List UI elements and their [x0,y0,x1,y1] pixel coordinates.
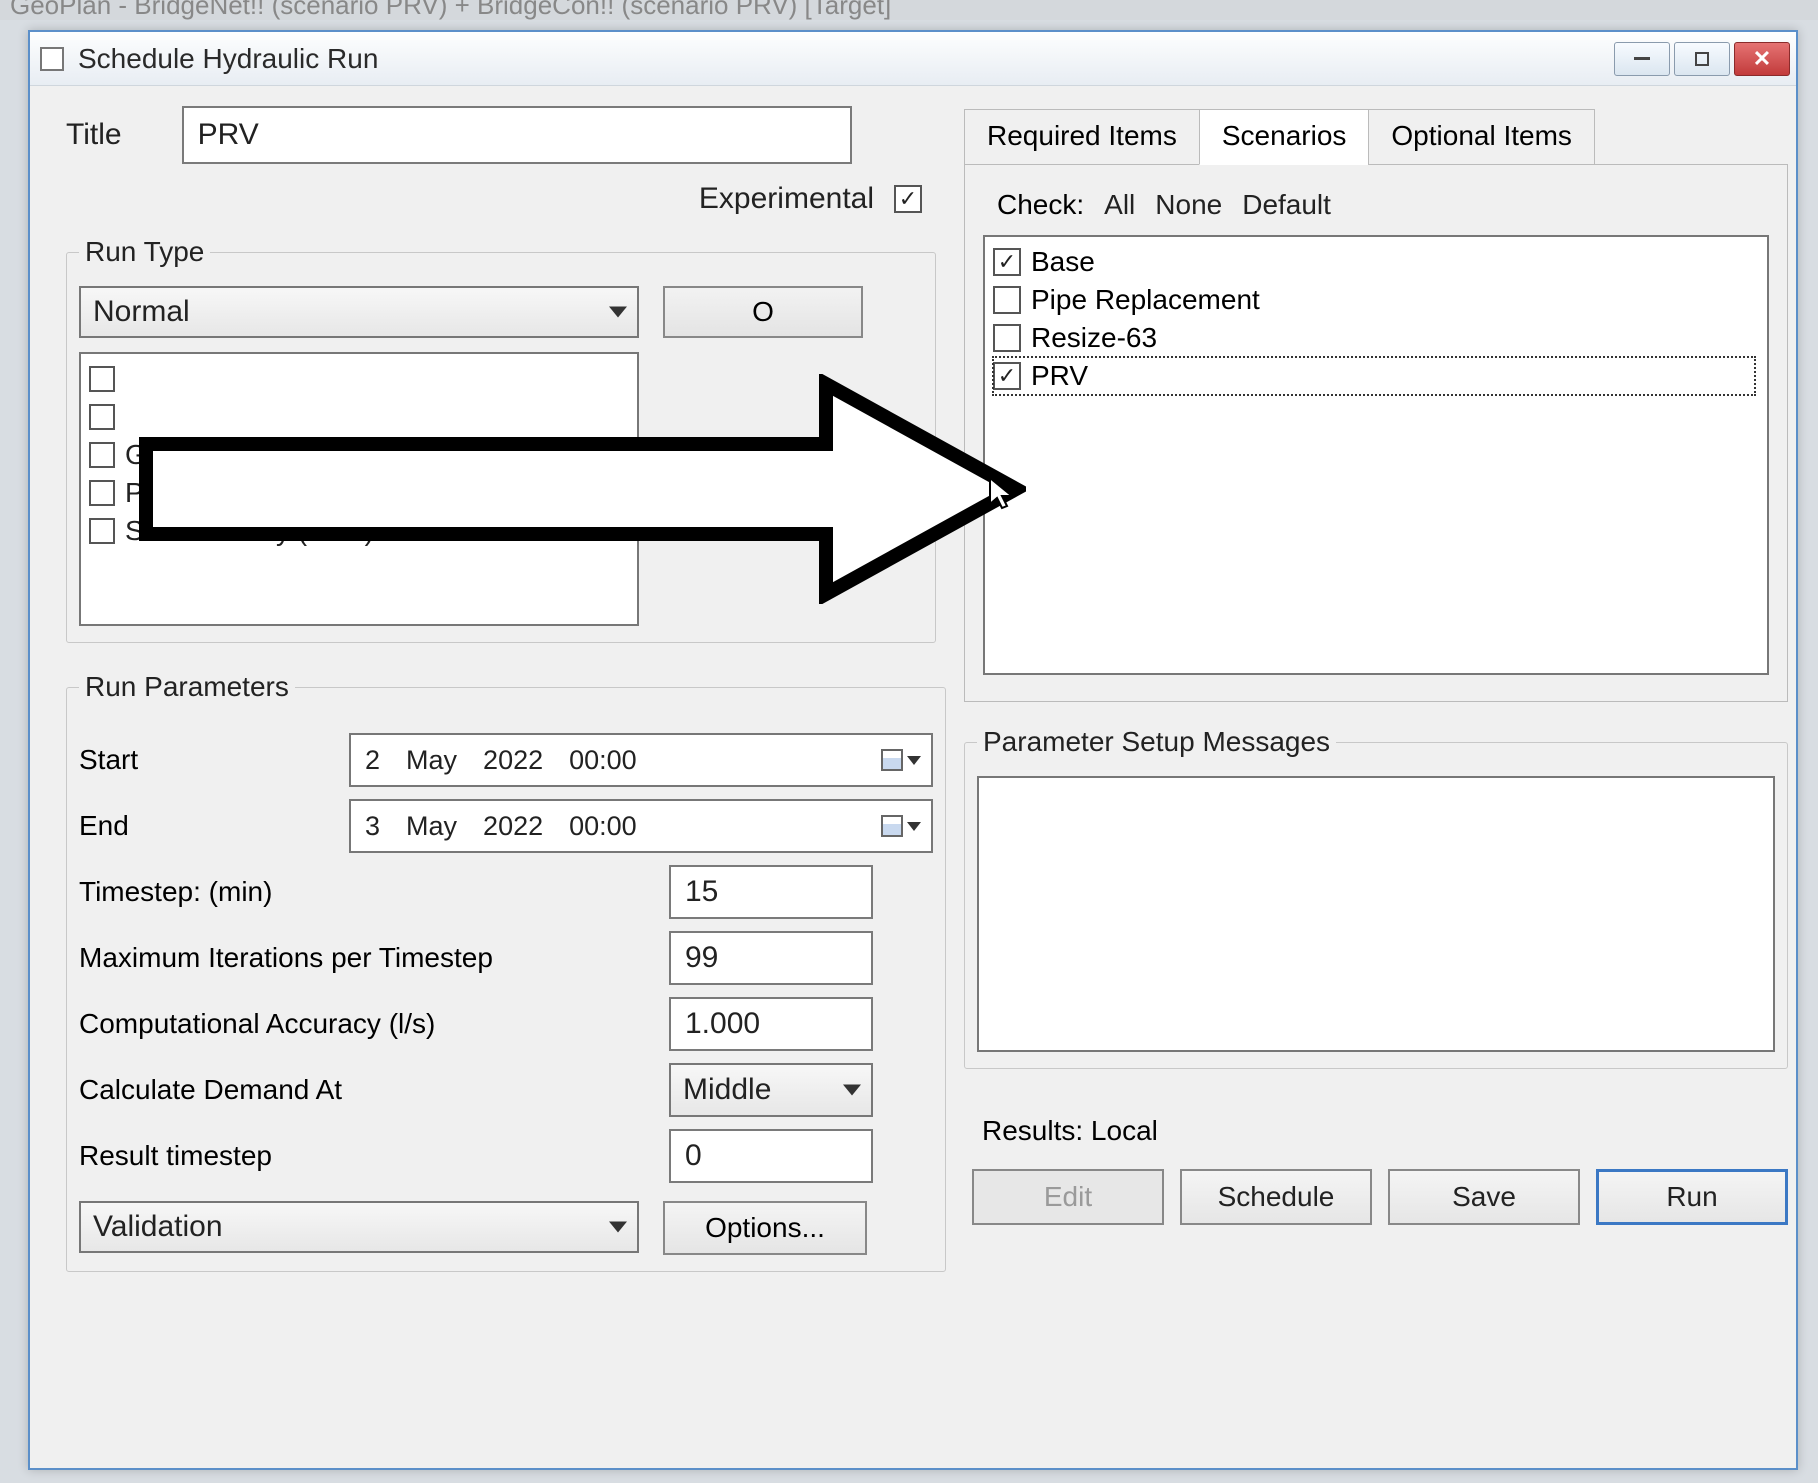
tab-optional-items[interactable]: Optional Items [1368,109,1595,165]
list-item: Sustainability (CO2) [89,512,629,550]
save-button[interactable]: Save [1388,1169,1580,1225]
result-timestep-label: Result timestep [79,1140,669,1172]
timestep-input[interactable] [669,865,873,919]
tab-required-items[interactable]: Required Items [964,109,1200,165]
run-type-group: Run Type Normal O Generalised Multi Run … [66,236,936,643]
checkbox-icon[interactable] [993,362,1021,390]
scenario-item-resize: Resize-63 [993,319,1759,357]
checkbox-icon[interactable] [89,442,115,468]
edit-button[interactable]: Edit [972,1169,1164,1225]
chevron-down-icon [907,756,921,765]
result-timestep-input[interactable] [669,1129,873,1183]
list-item [89,360,629,398]
check-default-link[interactable]: Default [1242,189,1331,221]
list-item: Generalised Multi Run [89,436,629,474]
checkbox-icon[interactable] [89,480,115,506]
messages-box [977,776,1775,1052]
messages-group: Parameter Setup Messages [964,726,1788,1069]
accuracy-input[interactable] [669,997,873,1051]
timestep-label: Timestep: (min) [79,876,669,908]
start-label: Start [79,744,349,776]
scenario-item-base: Base [993,243,1759,281]
calc-demand-label: Calculate Demand At [79,1074,669,1106]
title-input[interactable] [182,106,852,164]
chevron-down-icon [609,1222,627,1233]
end-label: End [79,810,349,842]
chevron-down-icon [609,307,627,318]
schedule-button[interactable]: Schedule [1180,1169,1372,1225]
app-icon [40,47,64,71]
titlebar: Schedule Hydraulic Run ✕ [30,32,1796,86]
maximize-button[interactable] [1674,42,1730,76]
close-button[interactable]: ✕ [1734,42,1790,76]
start-datetime-picker[interactable]: 2 May 2022 00:00 [349,733,933,787]
calc-demand-select[interactable]: Middle [669,1063,873,1117]
list-item: Pressure Related Demand [89,474,629,512]
run-type-options-button[interactable]: O [663,286,863,338]
checkbox-icon[interactable] [993,248,1021,276]
checkbox-icon[interactable] [89,366,115,392]
run-type-select[interactable]: Normal [79,286,639,338]
maxiter-label: Maximum Iterations per Timestep [79,942,669,974]
scenarios-listbox[interactable]: Base Pipe Replacement Resize-63 PRV [983,235,1769,675]
background-window-title: GeoPlan - BridgeNet!! (scenario PRV) + B… [0,0,1818,20]
run-type-listbox[interactable]: Generalised Multi Run Pressure Related D… [79,352,639,626]
run-button[interactable]: Run [1596,1169,1788,1225]
run-type-legend: Run Type [79,236,210,268]
chevron-down-icon [843,1085,861,1096]
calendar-icon [881,815,903,837]
run-type-value: Normal [93,295,190,329]
messages-legend: Parameter Setup Messages [977,726,1336,758]
calendar-icon [881,749,903,771]
title-label: Title [66,118,122,152]
scenario-item-pipe: Pipe Replacement [993,281,1759,319]
experimental-checkbox[interactable] [894,185,922,213]
end-datetime-picker[interactable]: 3 May 2022 00:00 [349,799,933,853]
check-none-link[interactable]: None [1155,189,1222,221]
chevron-down-icon [907,822,921,831]
scenario-item-prv: PRV [993,357,1755,395]
maxiter-input[interactable] [669,931,873,985]
checkbox-icon[interactable] [993,286,1021,314]
experimental-label: Experimental [699,182,874,216]
run-parameters-legend: Run Parameters [79,671,295,703]
tab-panel-scenarios: Check: All None Default Base Pipe Replac… [964,165,1788,702]
run-parameters-group: Run Parameters Start 2 May 2022 00:00 En… [66,671,946,1272]
check-label: Check: [997,189,1084,221]
validation-select[interactable]: Validation [79,1201,639,1253]
results-label: Results: Local [982,1115,1788,1147]
minimize-button[interactable] [1614,42,1670,76]
window-title: Schedule Hydraulic Run [78,43,1614,75]
check-all-link[interactable]: All [1104,189,1135,221]
checkbox-icon[interactable] [993,324,1021,352]
tab-scenarios[interactable]: Scenarios [1199,109,1370,165]
checkbox-icon[interactable] [89,404,115,430]
accuracy-label: Computational Accuracy (l/s) [79,1008,669,1040]
list-item [89,398,629,436]
checkbox-icon[interactable] [89,518,115,544]
dialog-window: Schedule Hydraulic Run ✕ Title Experimen… [28,30,1798,1470]
options-button[interactable]: Options... [663,1201,867,1255]
tabs: Required Items Scenarios Optional Items [964,108,1788,165]
